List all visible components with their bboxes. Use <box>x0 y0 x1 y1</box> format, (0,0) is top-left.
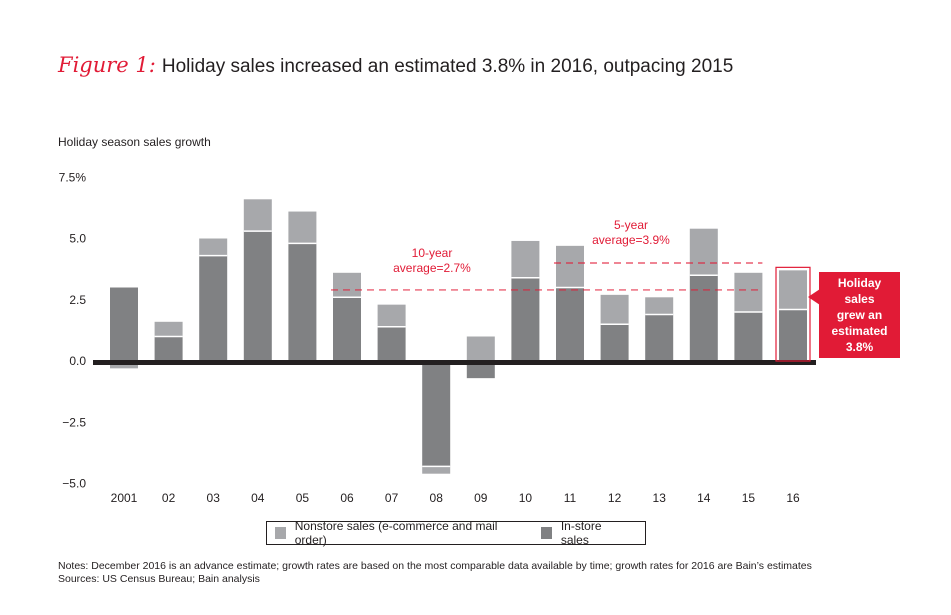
legend-item-instore: In-store sales <box>541 519 631 547</box>
bar-nonstore-04 <box>243 199 272 232</box>
bar-instore-13 <box>645 314 674 361</box>
y-tick-label: −5.0 <box>62 477 86 491</box>
legend-label-instore: In-store sales <box>560 519 602 547</box>
callout-line: grew an <box>836 308 883 322</box>
figure-label: Figure 1: <box>58 53 156 77</box>
sources-line: Sources: US Census Bureau; Bain analysis <box>58 573 260 585</box>
highlight-box-2016 <box>775 266 811 362</box>
zero-baseline <box>93 360 816 365</box>
bar-nonstore-06 <box>333 272 361 298</box>
bar-instore-11 <box>556 287 584 361</box>
x-tick-label: 09 <box>474 491 488 505</box>
y-tick-label: −2.5 <box>62 415 86 429</box>
y-axis-title: Holiday season sales growth <box>58 135 211 149</box>
legend-label-nonstore: Nonstore sales (e-commerce and mail orde… <box>294 519 498 547</box>
bar-instore-2001 <box>110 287 138 361</box>
bar-nonstore-11 <box>556 245 584 288</box>
callout-annotation: Holiday sales grew an estimated 3.8% <box>819 272 900 358</box>
x-tick-label: 15 <box>742 491 756 505</box>
reference-label-value: average=2.7% <box>393 261 471 275</box>
bar-instore-06 <box>333 297 361 361</box>
bar-instore-09 <box>466 361 495 379</box>
bar-instore-14 <box>689 275 718 361</box>
bar-instore-16 <box>779 309 807 361</box>
callout-line: sales <box>844 292 875 306</box>
bar-instore-05 <box>288 243 317 361</box>
legend-item-nonstore: Nonstore sales (e-commerce and mail orde… <box>275 519 527 547</box>
figure-title-text: Holiday sales increased an estimated 3.8… <box>161 56 734 77</box>
bar-instore-10 <box>511 277 540 361</box>
callout-line: Holiday <box>837 276 882 290</box>
bar-nonstore-14 <box>689 228 718 276</box>
bar-nonstore-10 <box>511 240 540 278</box>
x-tick-label: 06 <box>340 491 354 505</box>
bar-instore-02 <box>154 336 183 361</box>
bar-instore-07 <box>377 326 406 361</box>
x-tick-label: 05 <box>296 491 310 505</box>
bar-nonstore-16 <box>779 270 807 310</box>
y-tick-label: 2.5 <box>69 293 86 307</box>
bar-nonstore-02 <box>154 321 183 337</box>
reference-label-title: 10-year <box>412 246 453 260</box>
bar-nonstore-13 <box>645 297 674 315</box>
figure-title: Figure 1: Holiday sales increased an esti… <box>58 53 733 78</box>
bar-nonstore-07 <box>377 304 406 327</box>
bar-nonstore-08 <box>422 466 451 474</box>
legend-swatch-nonstore <box>275 527 286 539</box>
bar-instore-03 <box>199 255 228 361</box>
reference-label-value: average=3.9% <box>592 233 670 247</box>
x-tick-label: 13 <box>653 491 667 505</box>
x-tick-label: 11 <box>564 491 577 505</box>
bar-instore-08 <box>422 361 451 467</box>
x-tick-label: 08 <box>430 491 444 505</box>
bar-nonstore-12 <box>600 294 629 325</box>
legend: Nonstore sales (e-commerce and mail orde… <box>266 519 646 547</box>
y-tick-label: 7.5% <box>59 170 87 184</box>
bar-instore-04 <box>243 231 272 361</box>
y-tick-label: 5.0 <box>69 232 86 246</box>
callout-line: estimated <box>831 324 888 338</box>
callout-line: 3.8% <box>845 340 874 354</box>
x-tick-label: 07 <box>385 491 399 505</box>
bar-nonstore-15 <box>734 272 763 312</box>
x-tick-label: 14 <box>697 491 711 505</box>
bar-instore-12 <box>600 324 629 361</box>
bar-instore-15 <box>734 312 763 361</box>
reference-label-title: 5-year <box>614 218 648 232</box>
x-tick-label: 2001 <box>111 491 138 505</box>
x-tick-label: 12 <box>608 491 622 505</box>
y-tick-label: 0.0 <box>69 354 86 368</box>
bar-nonstore-05 <box>288 211 317 244</box>
bar-nonstore-09 <box>466 336 495 361</box>
notes: Notes: December 2016 is an advance estim… <box>58 560 812 586</box>
bar-nonstore-03 <box>199 238 228 256</box>
notes-line: Notes: December 2016 is an advance estim… <box>58 560 812 572</box>
x-tick-label: 04 <box>251 491 265 505</box>
x-tick-label: 02 <box>162 491 176 505</box>
x-tick-label: 16 <box>786 491 800 505</box>
x-tick-label: 10 <box>519 491 533 505</box>
callout-arrow <box>808 289 820 305</box>
x-tick-label: 03 <box>207 491 221 505</box>
legend-swatch-instore <box>541 527 552 539</box>
